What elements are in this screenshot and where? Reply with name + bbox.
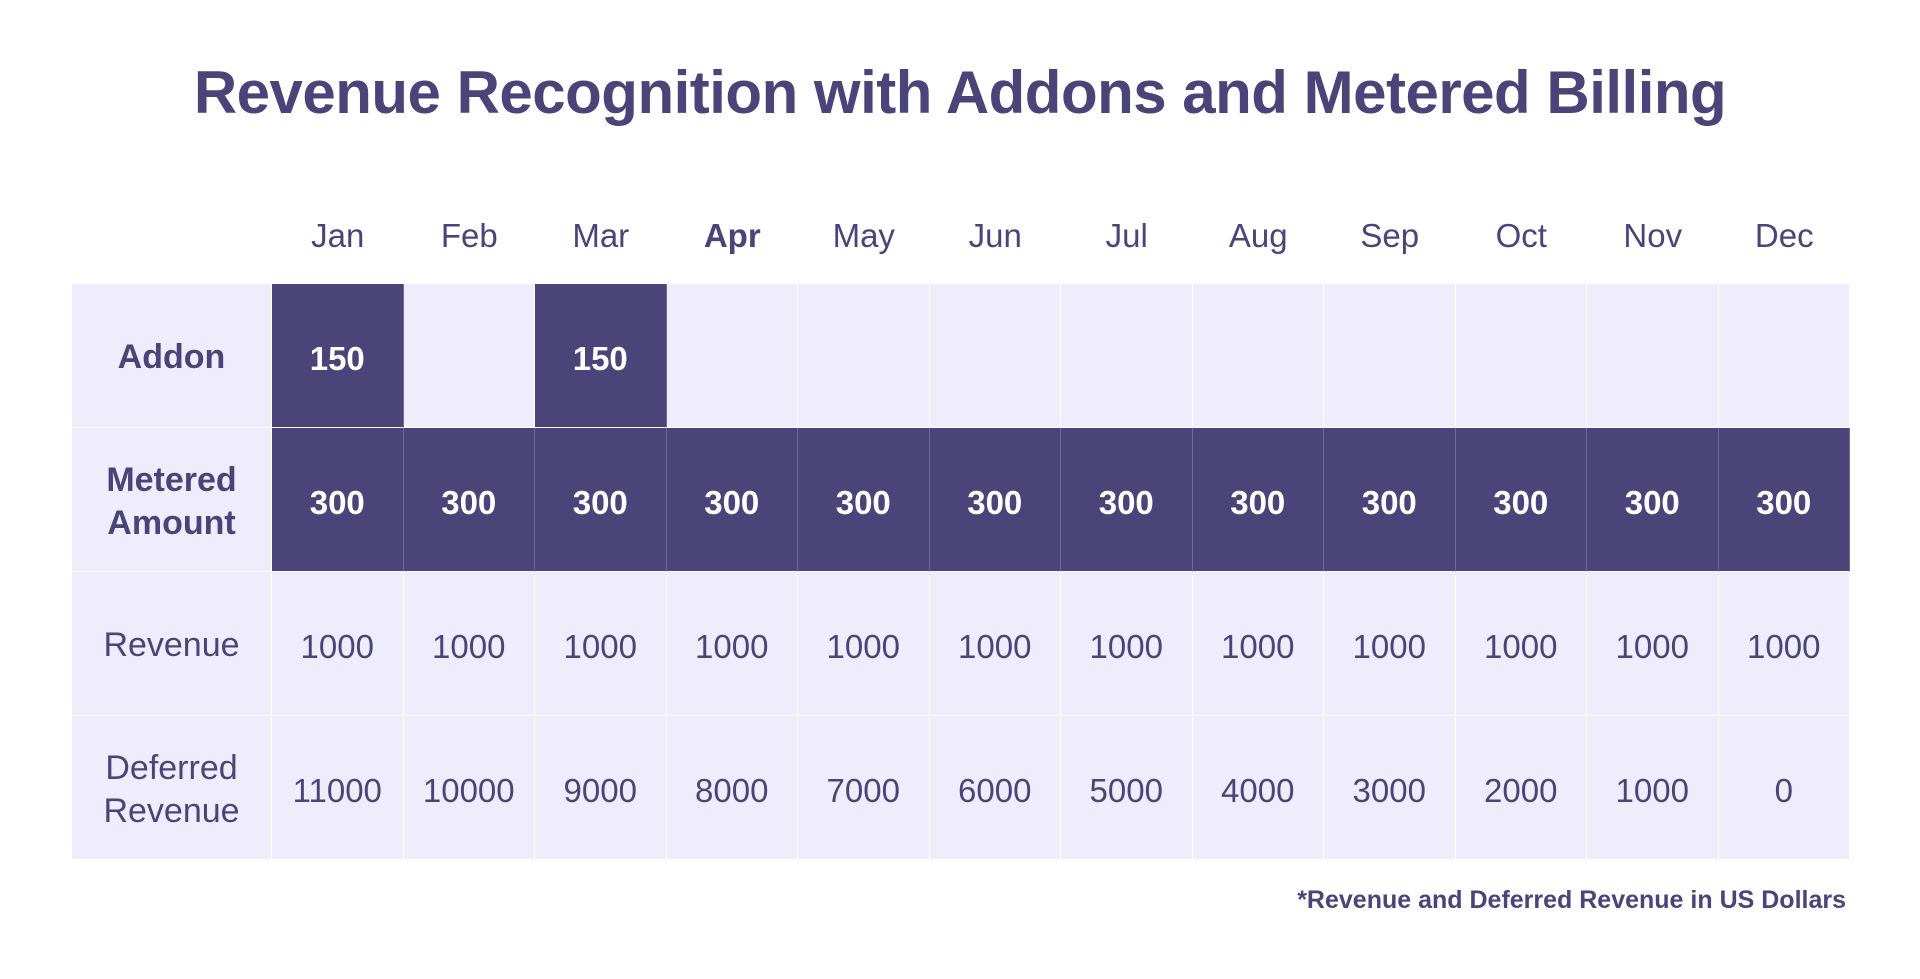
table-cell: 0 (1718, 716, 1850, 860)
column-header-oct: Oct (1495, 217, 1547, 254)
column-header-jun: Jun (968, 217, 1022, 254)
table-cell: 1000 (1192, 572, 1324, 716)
table-cell: 9000 (535, 716, 667, 860)
table-cell (929, 284, 1061, 428)
column-header-may: May (832, 217, 895, 254)
table-cell: 1000 (1587, 572, 1719, 716)
row-label-deferred-revenue: Deferred Revenue (72, 716, 272, 860)
table-cell: 300 (1587, 428, 1719, 572)
column-header-apr: Apr (703, 217, 761, 254)
table-cell: 300 (1718, 428, 1850, 572)
table-cell: 1000 (535, 572, 667, 716)
column-header-aug: Aug (1228, 217, 1288, 254)
row-label-addon: Addon (72, 284, 272, 428)
table-cell: 300 (798, 428, 930, 572)
column-header-nov: Nov (1623, 217, 1683, 254)
table-cell: 300 (535, 428, 667, 572)
table-cell: 150 (535, 284, 667, 428)
table-cell: 1000 (1455, 572, 1587, 716)
footnote: *Revenue and Deferred Revenue in US Doll… (1297, 886, 1846, 914)
table-cell: 8000 (666, 716, 798, 860)
row-label-metered-amount: Metered Amount (72, 428, 272, 572)
table-cell: 300 (403, 428, 535, 572)
column-header-feb: Feb (440, 217, 498, 254)
table-cell: 3000 (1324, 716, 1456, 860)
table-cell (1455, 284, 1587, 428)
table-corner (72, 188, 272, 284)
table-cell (1324, 284, 1456, 428)
column-header-jul: Jul (1105, 217, 1148, 254)
row-label-revenue: Revenue (72, 572, 272, 716)
table-cell: 300 (272, 428, 404, 572)
table-cell: 300 (1324, 428, 1456, 572)
table-cell (666, 284, 798, 428)
table-cell: 6000 (929, 716, 1061, 860)
table-cell: 300 (1192, 428, 1324, 572)
table-cell: 5000 (1061, 716, 1193, 860)
table-cell (1587, 284, 1719, 428)
table-cell: 2000 (1455, 716, 1587, 860)
table-cell: 11000 (272, 716, 404, 860)
table-cell: 1000 (929, 572, 1061, 716)
table-cell: 1000 (403, 572, 535, 716)
table-cell (1718, 284, 1850, 428)
table-cell: 300 (1061, 428, 1193, 572)
column-header-mar: Mar (572, 217, 630, 254)
table-cell: 7000 (798, 716, 930, 860)
table-cell: 300 (666, 428, 798, 572)
table-cell (798, 284, 930, 428)
table-cell: 150 (272, 284, 404, 428)
table-cell: 300 (1455, 428, 1587, 572)
table-cell: 1000 (798, 572, 930, 716)
table-cell (403, 284, 535, 428)
revenue-table: Jan Feb Mar Apr May Jun Jul Aug Sep Oct Nov Dec Addo… (72, 188, 1850, 860)
column-header-dec: Dec (1754, 217, 1814, 254)
table-cell: 1000 (1718, 572, 1850, 716)
column-header-jan: Jan (311, 217, 365, 254)
table-cell: 1000 (1061, 572, 1193, 716)
table-cell (1192, 284, 1324, 428)
column-header-sep: Sep (1360, 217, 1420, 254)
table-cell: 1000 (1324, 572, 1456, 716)
chart-title: Revenue Recognition with Addons and Mete… (193, 59, 1727, 126)
table-cell: 1000 (272, 572, 404, 716)
table-cell (1061, 284, 1193, 428)
table-cell: 1000 (666, 572, 798, 716)
table-cell: 10000 (403, 716, 535, 860)
table-cell: 300 (929, 428, 1061, 572)
table-cell: 4000 (1192, 716, 1324, 860)
table-cell: 1000 (1587, 716, 1719, 860)
